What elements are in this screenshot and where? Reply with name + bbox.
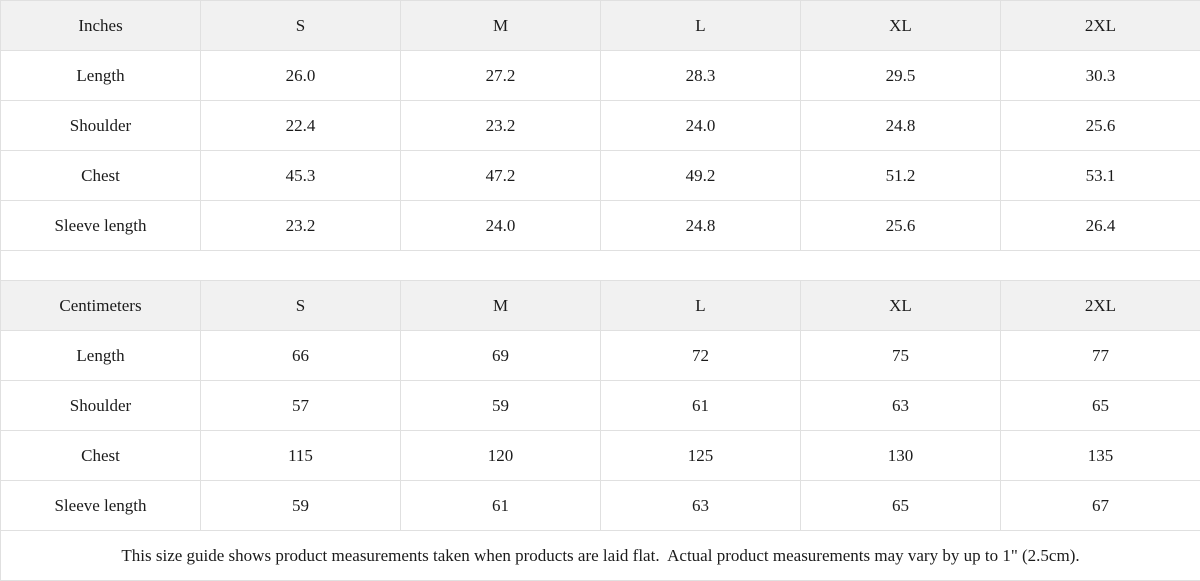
row-label-length: Length	[1, 51, 201, 101]
cm-length-row: Length 66 69 72 75 77	[1, 331, 1200, 381]
value-cell: 26.0	[201, 51, 401, 101]
size-col-header-l: L	[601, 1, 801, 51]
inches-header-row: Inches S M L XL 2XL	[1, 1, 1200, 51]
size-col-header-2xl: 2XL	[1001, 281, 1200, 331]
value-cell: 23.2	[401, 101, 601, 151]
inches-chest-row: Chest 45.3 47.2 49.2 51.2 53.1	[1, 151, 1200, 201]
row-label-sleeve-length: Sleeve length	[1, 481, 201, 531]
value-cell: 26.4	[1001, 201, 1200, 251]
row-label-chest: Chest	[1, 151, 201, 201]
size-col-header-m: M	[401, 1, 601, 51]
row-label-shoulder: Shoulder	[1, 381, 201, 431]
value-cell: 24.8	[801, 101, 1001, 151]
value-cell: 65	[801, 481, 1001, 531]
value-cell: 72	[601, 331, 801, 381]
value-cell: 77	[1001, 331, 1200, 381]
inches-length-row: Length 26.0 27.2 28.3 29.5 30.3	[1, 51, 1200, 101]
footer-row: This size guide shows product measuremen…	[1, 531, 1200, 581]
cm-shoulder-row: Shoulder 57 59 61 63 65	[1, 381, 1200, 431]
value-cell: 120	[401, 431, 601, 481]
value-cell: 22.4	[201, 101, 401, 151]
value-cell: 63	[801, 381, 1001, 431]
row-label-length: Length	[1, 331, 201, 381]
value-cell: 69	[401, 331, 601, 381]
unit-header-inches: Inches	[1, 1, 201, 51]
value-cell: 28.3	[601, 51, 801, 101]
value-cell: 47.2	[401, 151, 601, 201]
value-cell: 130	[801, 431, 1001, 481]
value-cell: 135	[1001, 431, 1200, 481]
value-cell: 49.2	[601, 151, 801, 201]
value-cell: 24.0	[401, 201, 601, 251]
value-cell: 115	[201, 431, 401, 481]
value-cell: 65	[1001, 381, 1200, 431]
value-cell: 125	[601, 431, 801, 481]
inches-sleeve-row: Sleeve length 23.2 24.0 24.8 25.6 26.4	[1, 201, 1200, 251]
row-label-sleeve-length: Sleeve length	[1, 201, 201, 251]
value-cell: 45.3	[201, 151, 401, 201]
row-label-shoulder: Shoulder	[1, 101, 201, 151]
value-cell: 57	[201, 381, 401, 431]
size-col-header-s: S	[201, 281, 401, 331]
value-cell: 75	[801, 331, 1001, 381]
value-cell: 30.3	[1001, 51, 1200, 101]
value-cell: 66	[201, 331, 401, 381]
inches-shoulder-row: Shoulder 22.4 23.2 24.0 24.8 25.6	[1, 101, 1200, 151]
row-label-chest: Chest	[1, 431, 201, 481]
size-col-header-m: M	[401, 281, 601, 331]
value-cell: 29.5	[801, 51, 1001, 101]
value-cell: 24.0	[601, 101, 801, 151]
size-guide-note: This size guide shows product measuremen…	[1, 531, 1200, 581]
size-col-header-2xl: 2XL	[1001, 1, 1200, 51]
value-cell: 67	[1001, 481, 1200, 531]
value-cell: 61	[601, 381, 801, 431]
value-cell: 59	[401, 381, 601, 431]
value-cell: 51.2	[801, 151, 1001, 201]
value-cell: 25.6	[801, 201, 1001, 251]
value-cell: 63	[601, 481, 801, 531]
cm-chest-row: Chest 115 120 125 130 135	[1, 431, 1200, 481]
value-cell: 25.6	[1001, 101, 1200, 151]
value-cell: 24.8	[601, 201, 801, 251]
unit-header-centimeters: Centimeters	[1, 281, 201, 331]
value-cell: 27.2	[401, 51, 601, 101]
value-cell: 23.2	[201, 201, 401, 251]
size-col-header-xl: XL	[801, 1, 1001, 51]
size-col-header-s: S	[201, 1, 401, 51]
size-col-header-xl: XL	[801, 281, 1001, 331]
size-col-header-l: L	[601, 281, 801, 331]
spacer-cell	[1, 251, 1200, 281]
cm-sleeve-row: Sleeve length 59 61 63 65 67	[1, 481, 1200, 531]
value-cell: 59	[201, 481, 401, 531]
table-spacer	[1, 251, 1200, 281]
cm-header-row: Centimeters S M L XL 2XL	[1, 281, 1200, 331]
value-cell: 53.1	[1001, 151, 1200, 201]
value-cell: 61	[401, 481, 601, 531]
